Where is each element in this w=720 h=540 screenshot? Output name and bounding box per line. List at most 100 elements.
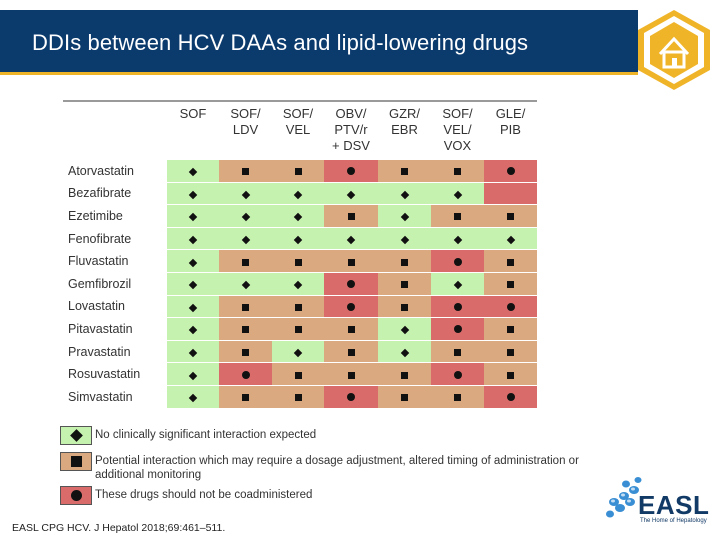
diamond-icon: [241, 213, 250, 222]
interaction-cell: [272, 384, 324, 408]
square-icon: [347, 258, 355, 266]
legend-swatch-green: [60, 426, 92, 445]
header-corner: [63, 102, 167, 160]
square-icon: [242, 168, 249, 176]
square-icon: [242, 349, 249, 357]
interaction-cell: [378, 159, 431, 183]
diamond-icon: [453, 235, 462, 245]
interaction-cell: [272, 159, 324, 183]
interaction-cell: [167, 226, 219, 250]
interaction-cell: [219, 294, 272, 318]
square-icon: [507, 349, 514, 357]
diamond-icon: [241, 281, 250, 290]
interaction-cell: [431, 317, 484, 341]
legend-text: Potential interaction which may require …: [95, 455, 579, 481]
square-icon: [454, 213, 461, 221]
legend-item-circle: These drugs should not be coadministered: [60, 486, 620, 512]
home-icon[interactable]: [634, 8, 714, 92]
interaction-cell: [378, 226, 431, 250]
interaction-cell: [324, 294, 378, 318]
interaction-cell: [378, 339, 431, 363]
interaction-cell: [484, 249, 537, 273]
square-icon: [294, 394, 302, 402]
square-icon: [242, 326, 249, 334]
circle-icon: [241, 370, 250, 379]
interaction-cell: [219, 362, 272, 386]
column-header-line: SOF: [179, 106, 207, 121]
drug-name: Atorvastatin: [63, 159, 167, 183]
diamond-icon: [453, 190, 462, 200]
square-icon: [507, 326, 514, 334]
drug-name: Lovastatin: [63, 294, 167, 318]
interaction-cell: [431, 339, 484, 363]
interaction-cell: [484, 384, 537, 408]
diamond-icon: [188, 190, 198, 200]
home-button[interactable]: [634, 8, 714, 92]
interaction-cell: [272, 339, 324, 363]
square-icon: [507, 371, 514, 379]
interaction-cell: [431, 384, 484, 408]
square-icon: [242, 303, 249, 311]
diamond-icon: [400, 348, 409, 358]
diamond-icon: [400, 213, 409, 222]
ddi-table: SOF SOF/LDV SOF/VEL OBV/PTV/r + DSV GZR/EBR SO…: [63, 102, 537, 408]
circle-icon: [453, 370, 462, 379]
interaction-cell: [431, 294, 484, 318]
interaction-cell: [272, 181, 324, 205]
column-header-line: VEL/: [443, 122, 472, 137]
square-icon: [294, 303, 302, 311]
diamond-icon: [453, 281, 462, 290]
easl-logo: EASL The Home of Hepatology: [600, 472, 712, 530]
interaction-cell: [219, 317, 272, 341]
square-icon: [347, 213, 355, 221]
table-row: Pravastatin: [63, 339, 537, 363]
drug-name: Bezafibrate: [63, 181, 167, 205]
interaction-cell: [167, 159, 219, 183]
interaction-cell: [324, 226, 378, 250]
column-header-line: SOF/: [442, 106, 473, 121]
column-header-line: OBV/: [335, 106, 367, 121]
circle-icon: [506, 167, 515, 176]
square-icon: [454, 168, 461, 176]
interaction-cell: [484, 159, 537, 183]
interaction-cell: [431, 362, 484, 386]
diamond-icon: [241, 235, 250, 245]
column-header: GZR/EBR: [378, 102, 431, 160]
column-header-line: SOF/: [282, 106, 314, 121]
square-icon: [242, 258, 249, 266]
legend-swatch-amber: [60, 452, 92, 471]
legend-text: No clinically significant interaction ex…: [95, 429, 317, 441]
interaction-cell: [484, 294, 537, 318]
drug-name: Fluvastatin: [63, 249, 167, 273]
diamond-icon: [188, 235, 198, 245]
interaction-cell: [378, 294, 431, 318]
square-icon: [347, 349, 355, 357]
interaction-cell: [324, 362, 378, 386]
legend: No clinically significant interaction ex…: [60, 426, 620, 512]
ddi-table-area: SOF SOF/LDV SOF/VEL OBV/PTV/r + DSV GZR/EBR SO…: [63, 100, 537, 408]
square-icon: [401, 394, 408, 402]
square-icon: [347, 326, 355, 334]
slide-header: DDIs between HCV DAAs and lipid-lowering…: [0, 0, 720, 90]
diamond-icon: [241, 190, 250, 200]
diamond-icon: [188, 326, 198, 335]
interaction-cell: [272, 271, 324, 296]
table-row: Ezetimibe: [63, 204, 537, 228]
interaction-cell: [324, 181, 378, 205]
interaction-cell: [219, 249, 272, 273]
square-icon: [401, 303, 408, 311]
interaction-cell: [167, 362, 219, 386]
square-icon: [507, 213, 514, 221]
column-header: OBV/PTV/r + DSV: [324, 102, 378, 160]
interaction-cell: [272, 204, 324, 228]
drug-name: Pitavastatin: [63, 317, 167, 341]
interaction-cell: [431, 226, 484, 250]
table-row: Simvastatin: [63, 384, 537, 408]
interaction-cell: [167, 249, 219, 273]
interaction-cell: [167, 271, 219, 296]
square-icon: [70, 456, 82, 467]
column-header-line: GZR/: [388, 106, 421, 121]
square-icon: [242, 394, 249, 402]
interaction-cell: [167, 384, 219, 408]
diamond-icon: [293, 235, 303, 245]
